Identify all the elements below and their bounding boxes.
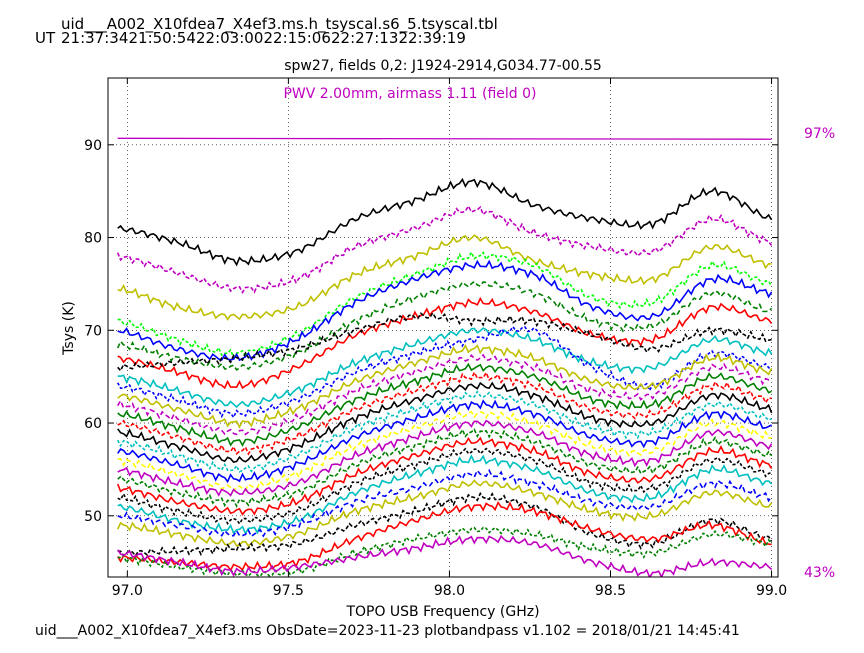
ut-time-4: 22:27:13 [331,29,398,47]
y-tick-label: 90 [84,138,102,154]
plot-area [108,78,778,577]
series-line [117,454,773,536]
atm-transmission-line [117,137,772,140]
chart-title: spw27, fields 0,2: J1924-2914,G034.77-00… [284,58,602,74]
series-line [117,343,773,429]
series-line [117,526,773,577]
ut-time-2: 22:03:00 [196,29,263,47]
series-layer [116,137,773,577]
series-line [116,204,773,294]
y-tick-label: 60 [84,416,102,432]
series-line [117,410,772,493]
filename-title: uid___A002_X10fdea7_X4ef3.ms.h_tsyscal.s… [61,15,498,34]
ut-label: UT [35,29,56,47]
series-line [117,419,773,497]
series-line [117,177,773,267]
x-tick-label: 99.0 [756,583,787,599]
ut-time-0: 21:37:34 [61,29,128,47]
atm-label-top: 97% [804,126,835,142]
ut-time-5: 22:39:19 [399,29,466,47]
series-line [117,234,772,321]
pwv-annotation: PWV 2.00mm, airmass 1.11 (field 0) [283,86,536,102]
series-line [116,390,772,473]
footer-text: uid___A002_X10fdea7_X4ef3.ms ObsDate=202… [35,623,740,639]
y-tick-label: 70 [84,323,102,339]
ut-time-1: 21:50:54 [129,29,196,47]
series-line [116,325,773,419]
series-line [117,327,773,409]
series-line [117,259,773,362]
plot-frame [107,77,779,578]
series-line [117,491,773,558]
series-line [117,381,773,463]
series-line [117,399,772,484]
axis-ticks: 97.0 97.5 98.0 98.5 99.0 50 60 70 80 90 [84,78,787,599]
series-line [116,479,773,548]
ut-time-3: 22:15:06 [264,29,331,47]
x-axis-label: TOPO USB Frequency (GHz) [345,604,539,620]
x-tick-label: 97.0 [112,583,143,599]
series-line [117,370,772,456]
series-line [117,362,772,447]
series-line [117,534,773,577]
x-tick-label: 98.0 [434,583,465,599]
y-axis-label: Tsys (K) [61,301,77,356]
ut-times: 21:37:34 21:50:54 22:03:00 22:15:06 22:27:13… [61,29,466,47]
series-line [117,500,772,572]
series-line [117,250,773,359]
atm-label-bottom: 43% [804,565,835,581]
x-tick-label: 98.5 [595,583,626,599]
series-line [116,436,773,516]
series-line [117,427,773,508]
series-line [117,311,772,373]
series-line [117,296,773,390]
y-tick-label: 80 [84,231,102,247]
series-line [117,353,772,436]
series-line [117,468,773,538]
y-tick-label: 50 [84,509,102,525]
x-tick-label: 97.5 [273,583,304,599]
series-line [116,280,773,371]
